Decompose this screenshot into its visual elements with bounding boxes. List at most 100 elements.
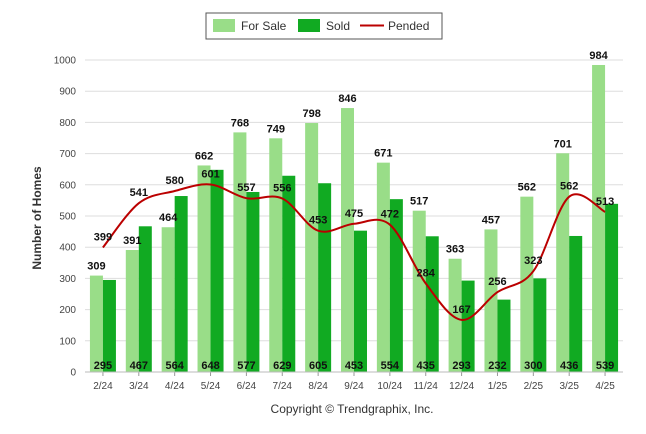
- y-tick-label: 400: [59, 243, 76, 254]
- label-for-sale: 562: [518, 182, 536, 194]
- copyright-footer: Copyright © Trendgraphix, Inc.: [271, 402, 434, 416]
- x-tick-label: 12/24: [449, 381, 474, 392]
- bar-sold: [174, 196, 188, 372]
- label-for-sale: 749: [267, 123, 285, 135]
- bar-for-sale: [484, 229, 498, 372]
- x-tick-label: 3/25: [559, 381, 579, 392]
- y-tick-label: 100: [59, 336, 76, 347]
- label-for-sale: 363: [446, 244, 464, 256]
- bar-for-sale: [556, 153, 570, 372]
- bar-sold: [210, 169, 224, 372]
- label-sold: 648: [201, 360, 219, 372]
- x-tick-label: 10/24: [377, 381, 402, 392]
- label-sold: 453: [345, 360, 363, 372]
- y-tick-label: 200: [59, 305, 76, 316]
- x-tick-label: 2/25: [524, 381, 544, 392]
- pended-series-line: [102, 183, 606, 321]
- legend-label-sold: Sold: [326, 19, 350, 33]
- label-pended: 541: [130, 187, 148, 199]
- label-sold: 436: [560, 360, 578, 372]
- label-pended: 472: [381, 209, 399, 221]
- label-pended: 256: [488, 276, 506, 288]
- bar-for-sale: [233, 132, 247, 372]
- bar-sold: [246, 191, 260, 372]
- label-sold: 577: [237, 360, 255, 372]
- y-tick-label: 800: [59, 118, 76, 129]
- bar-for-sale: [592, 64, 606, 372]
- bar-sold: [389, 199, 403, 372]
- bar-for-sale: [161, 227, 175, 372]
- y-tick-label: 300: [59, 274, 76, 285]
- x-axis-ticks: 2/24 3/24 4/24 5/24 6/24 7/24 8/24 9/24 10/24 11/…: [85, 371, 623, 392]
- label-for-sale: 984: [589, 50, 608, 62]
- label-sold: 564: [165, 360, 184, 372]
- bar-sold: [569, 235, 583, 372]
- label-for-sale: 701: [554, 138, 572, 150]
- label-for-sale: 768: [231, 117, 249, 129]
- x-tick-label: 4/25: [595, 381, 615, 392]
- legend-label-pended: Pended: [388, 19, 429, 33]
- bar-for-sale: [125, 250, 139, 372]
- bar-sold: [138, 226, 152, 372]
- y-tick-label: 1000: [54, 56, 77, 67]
- bar-sold: [102, 279, 116, 372]
- label-pended: 601: [201, 168, 219, 180]
- y-tick-label: 0: [70, 368, 76, 379]
- label-pended: 323: [524, 255, 542, 267]
- bar-for-sale: [412, 210, 426, 372]
- label-pended: 475: [345, 208, 363, 220]
- label-sold: 295: [94, 360, 112, 372]
- y-tick-label: 700: [59, 149, 76, 160]
- label-pended: 556: [273, 183, 291, 195]
- bar-sold: [497, 299, 511, 372]
- x-tick-label: 1/25: [488, 381, 508, 392]
- label-pended: 557: [237, 182, 255, 194]
- label-pended: 513: [596, 196, 614, 208]
- label-sold: 435: [417, 360, 435, 372]
- pended-line: [102, 183, 606, 321]
- bar-sold: [533, 278, 547, 372]
- legend-label-for-sale: For Sale: [241, 19, 287, 33]
- x-tick-label: 4/24: [165, 381, 185, 392]
- label-pended: 453: [309, 215, 327, 227]
- legend: For Sale Sold Pended: [205, 12, 443, 40]
- x-tick-label: 9/24: [344, 381, 364, 392]
- label-for-sale: 671: [374, 148, 392, 160]
- bar-for-sale: [376, 162, 390, 372]
- label-for-sale: 517: [410, 196, 428, 208]
- label-for-sale: 464: [159, 212, 178, 224]
- bar-for-sale: [448, 258, 462, 372]
- label-sold: 300: [524, 360, 542, 372]
- x-tick-label: 11/24: [414, 381, 439, 392]
- bar-sold: [318, 183, 332, 372]
- bar-for-sale: [197, 165, 211, 372]
- label-sold: 539: [596, 360, 614, 372]
- label-pended: 284: [417, 267, 436, 279]
- legend-box: [205, 12, 443, 40]
- label-pended: 399: [94, 232, 112, 244]
- label-for-sale: 391: [123, 235, 141, 247]
- label-sold: 232: [488, 360, 506, 372]
- label-pended: 562: [560, 181, 578, 193]
- label-sold: 467: [130, 360, 148, 372]
- label-for-sale: 309: [87, 261, 105, 273]
- x-tick-label: 6/24: [237, 381, 257, 392]
- bar-sold: [605, 203, 619, 372]
- x-tick-label: 7/24: [273, 381, 293, 392]
- bar-sold: [461, 280, 475, 372]
- bar-sold: [282, 175, 296, 372]
- bars: [89, 64, 619, 372]
- label-sold: 605: [309, 360, 327, 372]
- legend-swatch-sold: [298, 19, 320, 32]
- y-tick-label: 500: [59, 212, 76, 223]
- x-tick-label: 2/24: [93, 381, 113, 392]
- bar-for-sale: [520, 196, 534, 372]
- data-labels: 309 295 391 467 464 564 662 648 768 577 749 629 798 6…: [87, 50, 614, 372]
- label-for-sale: 798: [302, 108, 320, 120]
- label-for-sale: 662: [195, 150, 213, 162]
- label-for-sale: 457: [482, 214, 500, 226]
- y-tick-label: 900: [59, 87, 76, 98]
- bar-sold: [425, 236, 439, 372]
- bar-for-sale: [305, 123, 319, 372]
